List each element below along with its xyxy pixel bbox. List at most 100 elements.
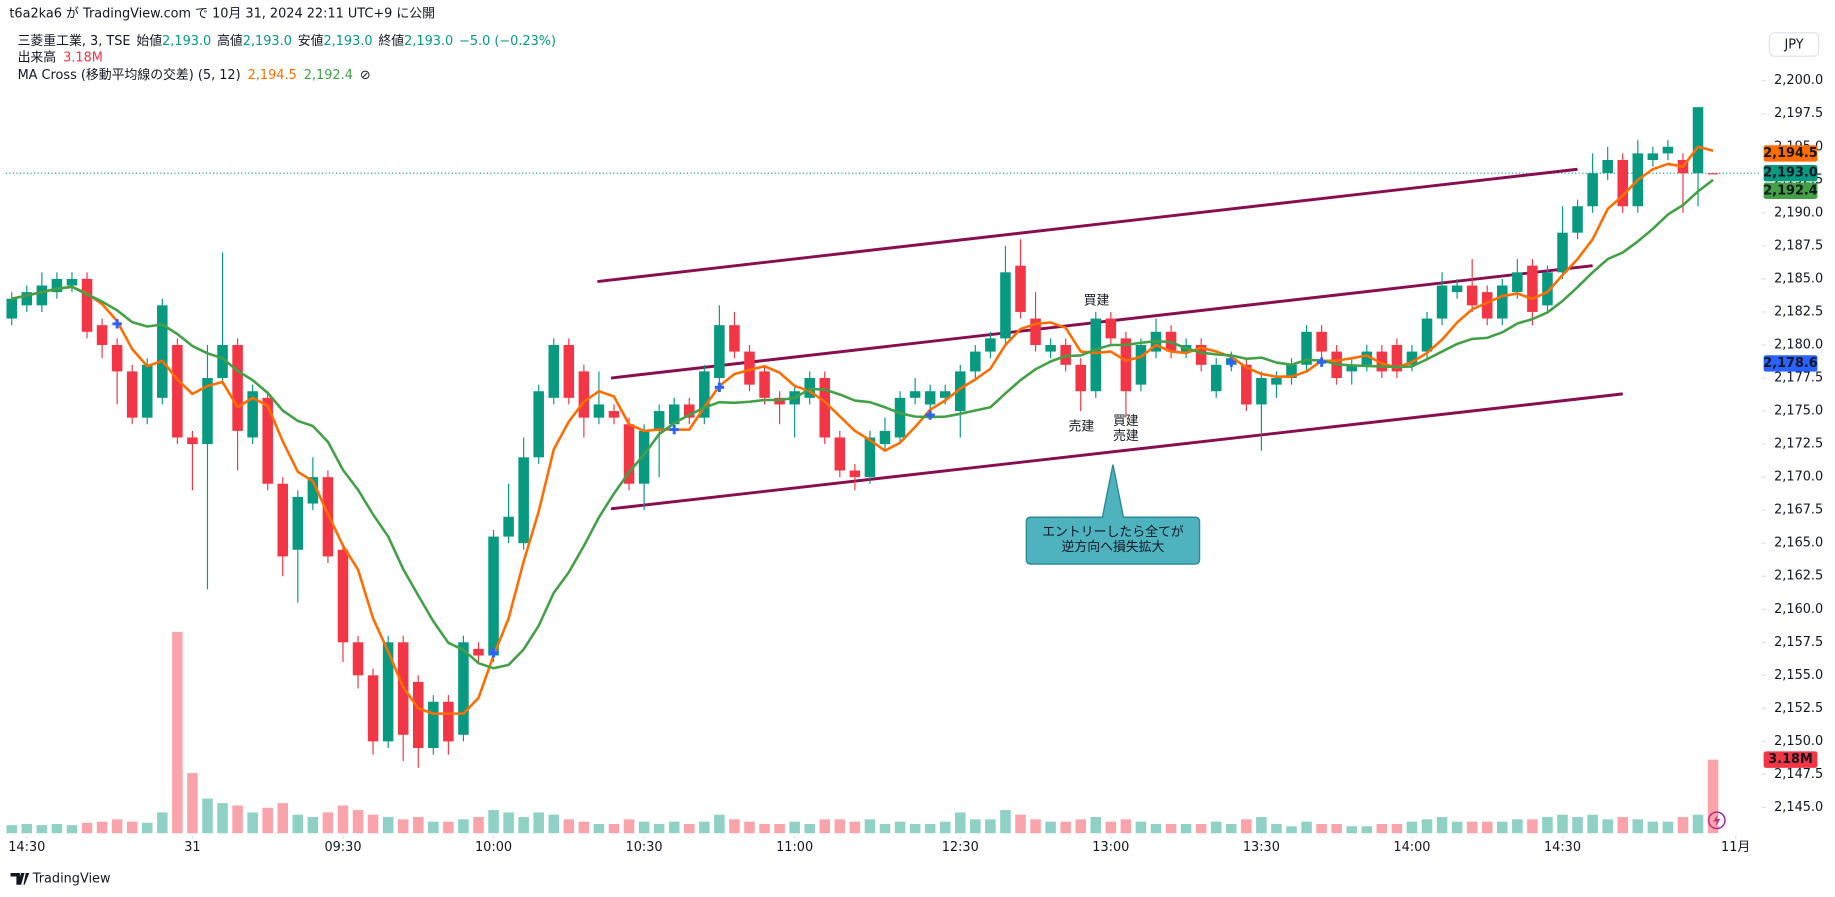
y-tick-label: 2,190.0 (1774, 205, 1823, 220)
candle-body (1000, 272, 1011, 339)
candle-body (1466, 285, 1478, 306)
candle-body (970, 351, 981, 372)
candle-body (638, 430, 650, 484)
volume-bar (985, 819, 996, 834)
y-tick-label: 2,170.0 (1774, 470, 1823, 485)
indicator-value: 2,192.4 (304, 67, 353, 82)
volume-bar (96, 821, 108, 834)
candle-body (955, 371, 966, 412)
volume-bar (458, 819, 469, 834)
volume-bar (1286, 826, 1297, 834)
candle-body (668, 404, 680, 425)
volume-bar (864, 819, 876, 834)
candle-body (96, 325, 108, 345)
candle-body (488, 536, 499, 656)
ohlc-value: 2,193.0 (162, 33, 211, 48)
alert-icon[interactable] (1707, 811, 1726, 830)
candle-body (608, 411, 620, 418)
x-tick-label: 14:30 (1544, 840, 1581, 855)
candle-body (563, 344, 575, 398)
candle-body (1015, 265, 1026, 312)
candle-body (1647, 153, 1659, 160)
symbol: 三菱重工業, 3, TSE (18, 32, 131, 48)
volume-bar (608, 823, 620, 834)
cross-marker (1226, 357, 1236, 367)
volume-bar (729, 819, 740, 834)
candle-body (458, 642, 469, 735)
candle-body (277, 483, 289, 557)
candle-body (1527, 265, 1538, 312)
y-tick-label: 2,187.5 (1774, 238, 1823, 253)
candle-body (1301, 331, 1312, 365)
volume-bar (1105, 821, 1117, 834)
volume-bar (412, 817, 424, 834)
y-tick-label: 2,185.0 (1774, 271, 1823, 286)
volume-bar (1376, 823, 1388, 834)
volume-bar (1346, 826, 1357, 834)
currency[interactable]: JPY (1783, 38, 1803, 53)
volume-bar (804, 823, 815, 834)
candle-body (247, 391, 258, 438)
volume-bar (1662, 821, 1674, 834)
cross-marker (925, 410, 935, 420)
candle-body (699, 371, 710, 418)
price-badge-label: 2,193.0 (1763, 166, 1818, 181)
candle-body (1241, 364, 1252, 405)
volume-bar (1165, 823, 1177, 834)
candle-body (1542, 272, 1553, 306)
y-tick-label: 2,152.5 (1774, 701, 1823, 716)
trend-line (597, 167, 1578, 284)
candle-body (337, 549, 349, 643)
volume-badge (1763, 751, 1818, 768)
candle-body (1271, 378, 1282, 385)
volume-bar (533, 812, 544, 834)
x-tick-label: 11月 (1721, 840, 1750, 855)
candle-body (1421, 318, 1433, 352)
volume-bar (1195, 823, 1207, 834)
candle-body (443, 701, 454, 742)
candle-body (1662, 146, 1674, 154)
x-tick-label: 31 (184, 840, 200, 855)
volume-badge-label: 3.18M (1768, 752, 1813, 767)
volume-bar (1180, 823, 1192, 834)
candle-body (141, 364, 153, 418)
candle-body (1617, 159, 1629, 207)
volume-bar (473, 817, 484, 834)
volume-bar (1316, 823, 1327, 834)
candle-body (593, 404, 605, 418)
candle-body (202, 378, 213, 445)
footer: TradingView (32, 871, 111, 886)
volume-bar (1572, 817, 1583, 834)
candle-body (1587, 173, 1598, 207)
candle-body (1256, 378, 1267, 405)
volume-bar (232, 805, 243, 834)
price-badge-label: 2,194.5 (1763, 146, 1818, 161)
x-tick-label: 09:30 (324, 840, 361, 855)
candle-body (985, 338, 996, 352)
volume-bar (668, 821, 680, 834)
candle-body (518, 457, 529, 544)
volume-line: 出来高 3.18M (18, 49, 103, 65)
y-tick-label: 2,167.5 (1774, 503, 1823, 518)
volume-bar (683, 823, 695, 834)
symbol-line: 三菱重工業, 3, TSE 始値2,193.0 高値2,193.0 安値2,193.0… (18, 32, 556, 48)
volume-bar (1256, 817, 1267, 834)
indicator-name: MA Cross (移動平均線の交差) (5, 12) (18, 66, 241, 82)
volume-bar (518, 817, 529, 834)
volume-bar (322, 812, 334, 834)
volume-bar (744, 821, 755, 834)
candle-body (623, 424, 635, 484)
volume-bar (1692, 814, 1704, 834)
volume-bar (247, 812, 258, 834)
trade-annotation: 買建 (1084, 293, 1110, 308)
volume-bar (202, 798, 213, 834)
y-tick-label: 2,150.0 (1774, 734, 1823, 749)
volume-bar (1000, 810, 1011, 834)
currency-button[interactable] (1768, 32, 1820, 57)
volume-bar (307, 817, 319, 834)
volume-bar (789, 821, 800, 834)
y-tick-label: 2,160.0 (1774, 602, 1823, 617)
price-badge (1763, 145, 1818, 162)
volume-bar (217, 803, 228, 834)
volume-bar (1045, 821, 1056, 834)
